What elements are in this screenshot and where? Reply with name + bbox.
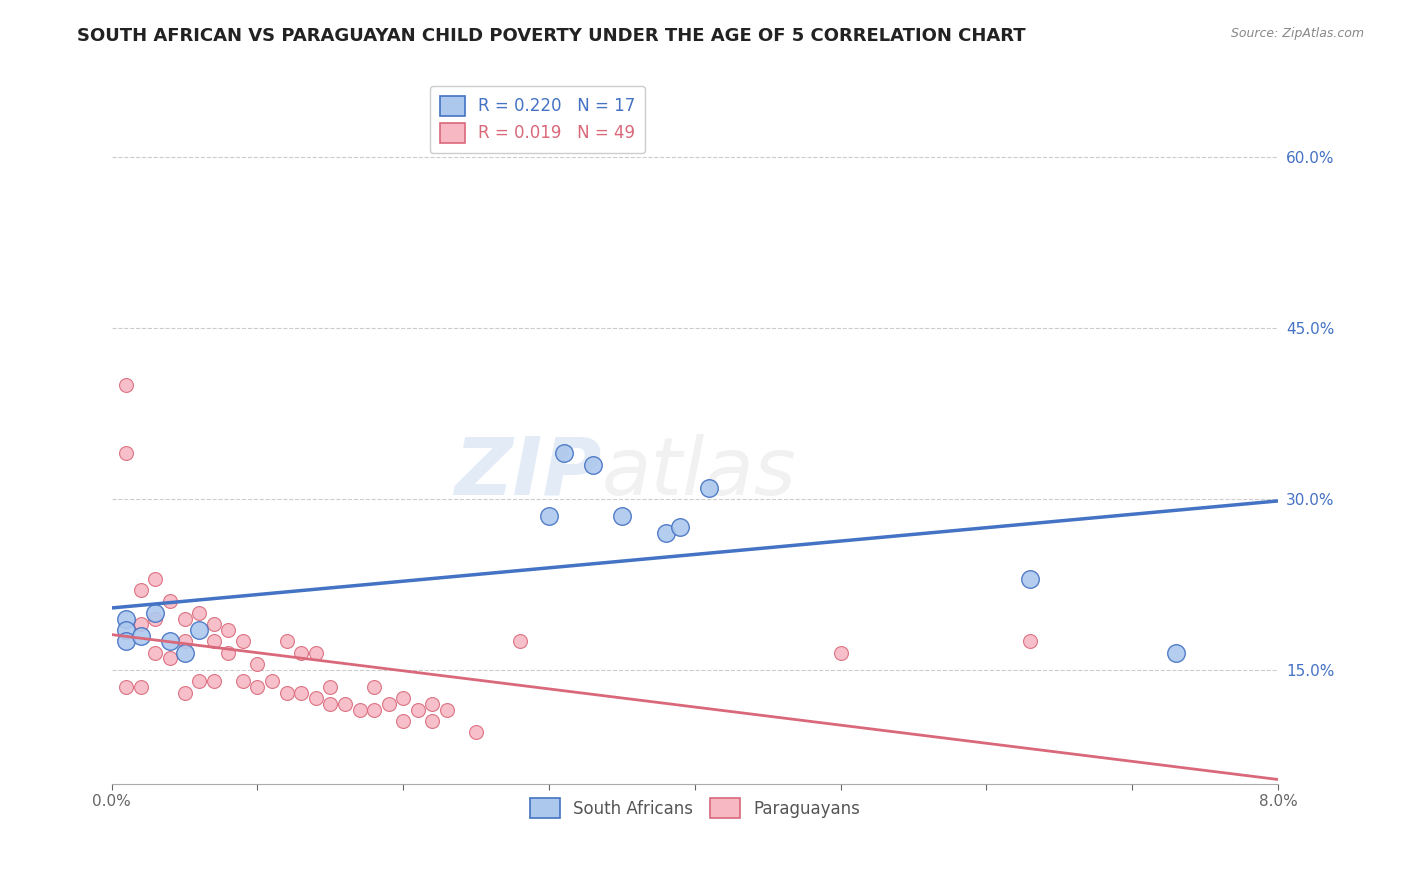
Point: [246, 680, 269, 694]
Point: [290, 646, 312, 660]
Point: [610, 509, 633, 524]
Point: [188, 623, 211, 637]
Point: [129, 583, 152, 598]
Point: [363, 680, 385, 694]
Point: [129, 680, 152, 694]
Point: [436, 703, 458, 717]
Legend: South Africans, Paraguayans: South Africans, Paraguayans: [523, 791, 866, 825]
Point: [260, 674, 283, 689]
Point: [392, 691, 415, 706]
Point: [188, 606, 211, 620]
Point: [217, 623, 239, 637]
Point: [363, 703, 385, 717]
Point: [699, 481, 721, 495]
Point: [377, 697, 399, 711]
Text: ZIP: ZIP: [454, 434, 602, 512]
Point: [319, 697, 342, 711]
Point: [115, 378, 138, 392]
Point: [305, 691, 328, 706]
Point: [232, 674, 254, 689]
Point: [115, 611, 138, 625]
Text: atlas: atlas: [602, 434, 796, 512]
Point: [129, 629, 152, 643]
Point: [276, 634, 298, 648]
Point: [115, 446, 138, 460]
Point: [145, 646, 167, 660]
Point: [115, 623, 138, 637]
Point: [422, 697, 444, 711]
Point: [173, 685, 195, 699]
Point: [202, 617, 225, 632]
Point: [145, 611, 167, 625]
Text: SOUTH AFRICAN VS PARAGUAYAN CHILD POVERTY UNDER THE AGE OF 5 CORRELATION CHART: SOUTH AFRICAN VS PARAGUAYAN CHILD POVERT…: [77, 27, 1026, 45]
Point: [145, 572, 167, 586]
Point: [537, 509, 560, 524]
Point: [582, 458, 605, 472]
Point: [509, 634, 531, 648]
Point: [173, 646, 195, 660]
Point: [1019, 634, 1042, 648]
Text: Source: ZipAtlas.com: Source: ZipAtlas.com: [1230, 27, 1364, 40]
Point: [115, 680, 138, 694]
Point: [159, 634, 181, 648]
Point: [188, 674, 211, 689]
Point: [319, 680, 342, 694]
Point: [115, 634, 138, 648]
Point: [159, 651, 181, 665]
Point: [145, 606, 167, 620]
Point: [159, 594, 181, 608]
Point: [246, 657, 269, 672]
Point: [305, 646, 328, 660]
Point: [669, 520, 692, 534]
Point: [830, 646, 852, 660]
Point: [349, 703, 371, 717]
Point: [202, 634, 225, 648]
Point: [1019, 572, 1042, 586]
Point: [217, 646, 239, 660]
Point: [553, 446, 575, 460]
Point: [290, 685, 312, 699]
Point: [232, 634, 254, 648]
Point: [406, 703, 429, 717]
Point: [1164, 646, 1187, 660]
Point: [129, 617, 152, 632]
Point: [202, 674, 225, 689]
Point: [173, 611, 195, 625]
Point: [654, 526, 676, 541]
Point: [465, 725, 488, 739]
Point: [422, 714, 444, 728]
Point: [173, 634, 195, 648]
Point: [392, 714, 415, 728]
Point: [333, 697, 356, 711]
Point: [276, 685, 298, 699]
